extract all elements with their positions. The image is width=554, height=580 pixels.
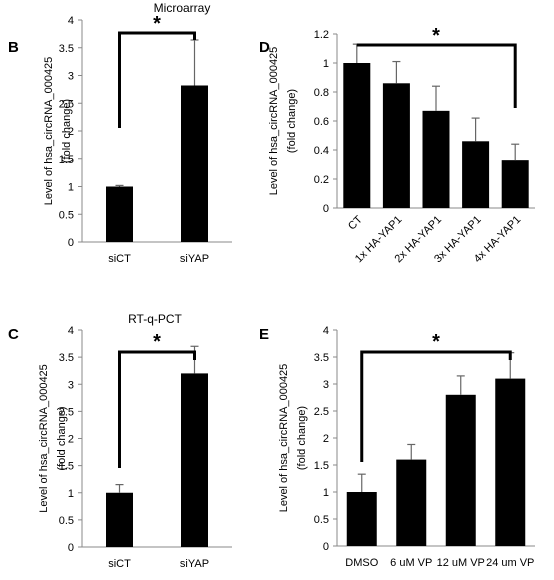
- y-tick-label: 0.8: [314, 87, 329, 99]
- y-tick-label: 0.4: [314, 145, 329, 157]
- y-tick-label: 0.2: [314, 174, 329, 186]
- y-axis-label: Level of hsa_circRNA_000425: [38, 364, 50, 513]
- y-tick-label: 4: [323, 325, 329, 337]
- y-tick-label: 3.5: [59, 43, 74, 55]
- y-axis-label: (fold change): [61, 99, 73, 163]
- significance-bracket: [360, 350, 512, 462]
- y-tick-label: 0.5: [314, 514, 329, 526]
- y-tick-label: 4: [68, 325, 74, 337]
- y-tick-label: 0.5: [59, 209, 74, 221]
- panel-letter: C: [8, 326, 19, 343]
- y-tick-label: 1.2: [314, 29, 329, 41]
- bar: [462, 141, 490, 208]
- y-tick-label: 2.5: [59, 98, 74, 110]
- y-tick-label: 2: [68, 434, 74, 446]
- bar: [106, 186, 133, 242]
- bar: [501, 160, 529, 208]
- significance-star: *: [432, 25, 440, 47]
- x-tick-label: 12 uM VP: [437, 557, 485, 569]
- y-axis-label: (fold change): [286, 89, 298, 153]
- y-axis-label: Level of hsa_circRNA_000425: [43, 57, 55, 206]
- bar: [346, 492, 377, 546]
- x-tick-label: DMSO: [345, 557, 378, 569]
- bar: [422, 110, 450, 208]
- bar: [106, 492, 133, 547]
- y-tick-label: 1.5: [59, 461, 74, 473]
- bar: [181, 373, 208, 547]
- bar: [495, 378, 526, 546]
- y-tick-label: 0.5: [59, 515, 74, 527]
- y-axis-label: (fold change): [296, 406, 308, 470]
- x-tick-label: siYAP: [180, 558, 209, 570]
- significance-star: *: [432, 331, 440, 353]
- x-tick-label: siCT: [108, 253, 131, 265]
- y-tick-label: 0: [323, 541, 329, 553]
- y-tick-label: 0: [68, 542, 74, 554]
- bar: [396, 459, 427, 546]
- y-tick-label: 2: [323, 433, 329, 445]
- y-tick-label: 0: [68, 237, 74, 249]
- panel-letter: B: [8, 39, 19, 56]
- y-tick-label: 2.5: [59, 406, 74, 418]
- y-tick-label: 3.5: [314, 352, 329, 364]
- y-tick-label: 4: [68, 15, 74, 27]
- x-tick-label: siCT: [108, 558, 131, 570]
- significance-bracket: [118, 31, 196, 128]
- y-tick-label: 1: [323, 487, 329, 499]
- y-tick-label: 0: [323, 203, 329, 215]
- bar: [382, 83, 410, 208]
- y-tick-label: 3: [68, 71, 74, 83]
- y-tick-label: 1: [68, 488, 74, 500]
- significance-bracket: [118, 350, 196, 468]
- y-tick-label: 2.5: [314, 406, 329, 418]
- y-axis-label: Level of hsa_circRNA_000425: [278, 364, 290, 513]
- y-tick-label: 1.5: [59, 154, 74, 166]
- y-tick-label: 3.5: [59, 352, 74, 364]
- y-tick-label: 1: [68, 182, 74, 194]
- bar: [181, 85, 208, 243]
- chart-panel-c: C RT-q-PCT Level of hsa_circRNA_000425 (fol…: [8, 312, 232, 570]
- significance-star: *: [153, 331, 161, 353]
- chart-panel-b: B Microarray Level of hsa_circRNA_000425 (f…: [8, 1, 232, 265]
- significance-bracket: [356, 43, 517, 108]
- y-tick-label: 3: [323, 379, 329, 391]
- y-tick-label: 1.5: [314, 460, 329, 472]
- bar: [445, 394, 476, 546]
- chart-title: Microarray: [154, 1, 211, 15]
- x-tick-label: 24 um VP: [486, 557, 534, 569]
- significance-star: *: [153, 13, 161, 35]
- y-axis-label: (fold change): [56, 406, 68, 470]
- y-axis-label: Level of hsa_circRNA_000425: [268, 47, 280, 196]
- y-tick-label: 2: [68, 126, 74, 138]
- y-tick-label: 1: [323, 58, 329, 70]
- chart-title: RT-q-PCT: [128, 312, 182, 326]
- y-tick-label: 3: [68, 379, 74, 391]
- chart-panel-e: E Level of hsa_circRNA_000425 (fold change…: [259, 325, 535, 569]
- y-tick-label: 0.6: [314, 116, 329, 128]
- x-tick-label: 6 uM VP: [390, 557, 432, 569]
- panel-letter: D: [259, 39, 270, 56]
- panel-letter: E: [259, 326, 269, 343]
- bar: [343, 63, 371, 208]
- x-tick-label: CT: [346, 213, 365, 232]
- x-tick-label: siYAP: [180, 253, 209, 265]
